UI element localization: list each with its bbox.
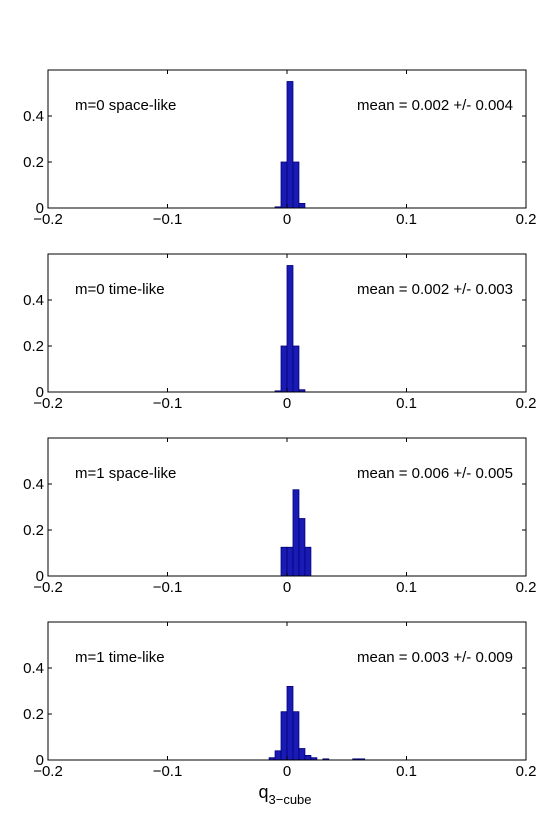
y-tick-label: 0: [36, 384, 44, 401]
histogram-bar: [286, 546, 294, 577]
histogram-bar: [274, 750, 282, 761]
x-tick-label: −0.1: [153, 211, 183, 228]
histogram-bar: [298, 748, 306, 761]
x-tick-label: 0: [283, 763, 291, 780]
x-axis-label: q3−cube: [258, 782, 311, 807]
x-tick-label: 0.2: [516, 211, 537, 228]
histogram-panel-2: −0.2 −0.1 0 0.1 0.2 0 0.2 0.4 m=0 time-like mean …: [23, 253, 537, 412]
y-tick-label: 0.4: [23, 108, 44, 125]
y-tick-label: 0: [36, 200, 44, 217]
x-tick-label: 0.2: [516, 395, 537, 412]
bars-group: [274, 265, 306, 393]
x-tick-label: 0.1: [396, 211, 417, 228]
histogram-panel-4: −0.2 −0.1 0 0.1 0.2 0 0.2 0.4 m=1 time-like mean …: [23, 621, 537, 807]
y-tick-label: 0: [36, 752, 44, 769]
x-tick-label: −0.2: [33, 579, 63, 596]
histogram-bar: [292, 345, 300, 393]
mean-annotation: mean = 0.002 +/- 0.003: [357, 281, 513, 298]
x-tick-label: −0.1: [153, 395, 183, 412]
x-tick-label: 0: [283, 211, 291, 228]
histogram-panels: −0.2 −0.1 0 0.1 0.2 0 0.2 0.4 m=0 space-like mean…: [23, 69, 537, 807]
y-tick-label: 0.4: [23, 292, 44, 309]
panel-label: m=0 space-like: [75, 97, 176, 114]
histogram-bar: [298, 518, 306, 577]
histogram-panel-3: −0.2 −0.1 0 0.1 0.2 0 0.2 0.4 m=1 space-like mean…: [23, 437, 537, 596]
histogram-bar: [292, 711, 300, 761]
y-tick-label: 0.4: [23, 660, 44, 677]
y-tick-label: 0.4: [23, 476, 44, 493]
bars-group: [274, 81, 306, 209]
histogram-bar: [304, 546, 312, 577]
x-tick-label: −0.1: [153, 763, 183, 780]
y-tick-label: 0: [36, 568, 44, 585]
histogram-bar: [292, 489, 300, 577]
x-tick-label: 0: [283, 579, 291, 596]
mean-annotation: mean = 0.002 +/- 0.004: [357, 97, 513, 114]
histogram-bar: [280, 345, 288, 393]
y-tick-label: 0.2: [23, 706, 44, 723]
x-tick-label: −0.2: [33, 395, 63, 412]
histogram-bar: [286, 81, 294, 209]
x-tick-label: −0.1: [153, 579, 183, 596]
histogram-bar: [298, 202, 306, 209]
panel-label: m=1 time-like: [75, 649, 165, 666]
panel-label: m=0 time-like: [75, 281, 165, 298]
x-tick-label: 0.2: [516, 763, 537, 780]
x-axis-label-subscript: 3−cube: [269, 792, 312, 807]
x-tick-label: 0.1: [396, 579, 417, 596]
bars-group: [268, 686, 366, 761]
histogram-bar: [280, 546, 288, 577]
y-tick-label: 0.2: [23, 338, 44, 355]
panel-label: m=1 space-like: [75, 465, 176, 482]
histogram-bar: [286, 265, 294, 393]
histogram-bar: [304, 755, 312, 761]
bars-group: [280, 489, 312, 577]
mean-annotation: mean = 0.003 +/- 0.009: [357, 649, 513, 666]
histogram-bar: [286, 686, 294, 761]
x-tick-label: −0.2: [33, 763, 63, 780]
x-tick-label: 0.1: [396, 395, 417, 412]
y-tick-label: 0.2: [23, 154, 44, 171]
histogram-bar: [292, 161, 300, 209]
x-tick-label: 0.1: [396, 763, 417, 780]
histogram-bar: [280, 711, 288, 761]
x-tick-label: 0.2: [516, 579, 537, 596]
x-tick-label: −0.2: [33, 211, 63, 228]
histogram-bar: [280, 161, 288, 209]
histogram-panel-1: −0.2 −0.1 0 0.1 0.2 0 0.2 0.4 m=0 space-like mean…: [23, 69, 537, 228]
y-tick-label: 0.2: [23, 522, 44, 539]
mean-annotation: mean = 0.006 +/- 0.005: [357, 465, 513, 482]
x-axis-label-main: q: [258, 782, 268, 802]
x-tick-label: 0: [283, 395, 291, 412]
